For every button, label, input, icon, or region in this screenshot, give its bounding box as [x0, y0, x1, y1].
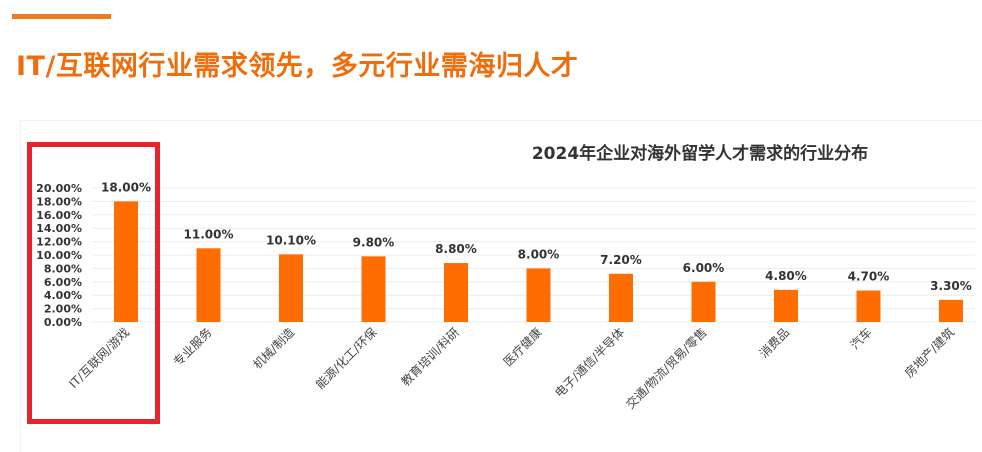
- data-label: 18.00%: [101, 180, 151, 194]
- x-category-label: 能源/化工/环保: [313, 325, 380, 392]
- bar: [196, 248, 221, 322]
- x-category-label: 专业服务: [170, 325, 215, 370]
- data-label: 4.80%: [765, 269, 807, 283]
- chart-panel: [20, 120, 982, 452]
- slide-title: IT/互联网行业需求领先，多元行业需海归人才: [16, 51, 579, 82]
- y-tick-label: 14.00%: [36, 222, 82, 235]
- data-label: 4.70%: [848, 270, 890, 284]
- data-label: 3.30%: [930, 279, 972, 293]
- x-category-label: 交通/物流/贸易/零售: [623, 325, 710, 412]
- y-tick-label: 4.00%: [44, 289, 82, 302]
- x-category-label: 电子/通信/半导体: [552, 325, 627, 400]
- title-accent-line: [12, 14, 111, 19]
- bar: [609, 273, 633, 322]
- data-label: 9.80%: [353, 235, 395, 249]
- y-tick-label: 2.00%: [44, 303, 82, 316]
- y-tick-label: 20.00%: [36, 182, 82, 195]
- data-label: 10.10%: [266, 233, 316, 247]
- bar: [114, 201, 138, 322]
- bar: [691, 281, 716, 322]
- y-tick-label: 0.00%: [44, 316, 82, 329]
- y-tick-label: 12.00%: [36, 236, 82, 249]
- bar: [939, 299, 963, 322]
- y-tick-label: 6.00%: [44, 276, 82, 289]
- y-tick-label: 10.00%: [36, 249, 82, 262]
- x-category-label: 医疗健康: [500, 325, 545, 370]
- bar: [774, 289, 798, 322]
- data-label: 6.00%: [683, 261, 725, 275]
- bar: [361, 256, 386, 322]
- chart-bars: [114, 201, 963, 322]
- bar: [526, 268, 551, 322]
- data-label: 8.00%: [518, 247, 560, 261]
- x-category-label: 房地产/建筑: [901, 325, 957, 381]
- bar: [856, 290, 881, 322]
- y-tick-label: 18.00%: [36, 195, 82, 208]
- x-category-label: 汽车: [847, 325, 875, 353]
- data-labels: 18.00% 11.00% 10.10% 9.80% 8.80% 8.00% 7.20% 6.…: [101, 180, 972, 292]
- x-category-label: 消费品: [757, 325, 792, 360]
- data-label: 8.80%: [435, 242, 477, 256]
- y-tick-label: 8.00%: [44, 262, 82, 275]
- data-label: 11.00%: [184, 227, 234, 241]
- x-category-label: 机械/制造: [250, 325, 297, 372]
- highlight-box-it-internet: [27, 142, 160, 424]
- chart-title: 2024年企业对海外留学人才需求的行业分布: [532, 143, 868, 164]
- x-axis-category-labels: IT/互联网/游戏 专业服务 机械/制造 能源/化工/环保 教育培训/科研 医疗健康 电子/…: [66, 325, 957, 412]
- y-axis-tick-labels: 0.00%2.00%4.00%6.00%8.00%10.00%12.00%14.…: [36, 182, 82, 329]
- y-tick-label: 16.00%: [36, 209, 82, 222]
- bar: [444, 263, 468, 322]
- data-label: 7.20%: [600, 253, 642, 267]
- bar: [279, 254, 303, 322]
- x-category-label: 教育培训/科研: [398, 325, 462, 389]
